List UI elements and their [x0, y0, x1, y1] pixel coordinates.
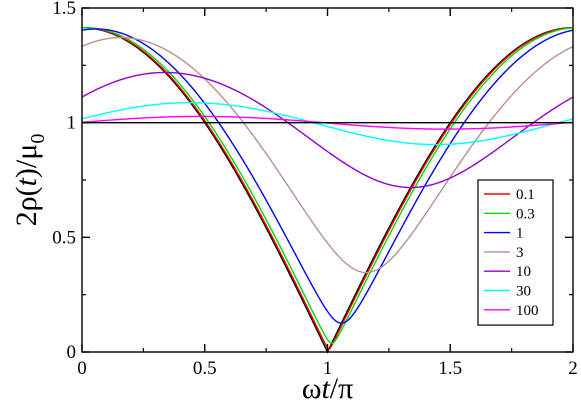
- y-tick-label: 1: [67, 113, 77, 134]
- tick-marks: [81, 7, 574, 353]
- series-line-3: [81, 36, 574, 274]
- y-axis-title: 2ρ(t)/μ0: [10, 134, 49, 227]
- x-tick-label: 1: [323, 358, 333, 379]
- legend-label: 100: [516, 303, 539, 319]
- y-tick-label: 1.5: [52, 0, 76, 19]
- legend-label: 10: [516, 264, 531, 280]
- y-tick-label: 0.5: [52, 227, 76, 248]
- legend-label: 0.3: [516, 206, 535, 222]
- legend-label: 1: [516, 226, 524, 242]
- series-line-0.3: [81, 27, 574, 344]
- legend: 0.1 0.3 1 3 10 30 100: [477, 179, 554, 326]
- x-tick-label: 0: [77, 358, 87, 379]
- curves-layer: [81, 26, 574, 354]
- series-line-30: [81, 101, 574, 146]
- series-line-1: [81, 28, 574, 324]
- legend-label: 30: [516, 284, 531, 300]
- x-axis-title: ωt/π: [302, 372, 354, 405]
- series-line-10: [81, 71, 574, 189]
- legend-label: 3: [516, 245, 524, 261]
- y-tick-label: 0: [67, 342, 77, 363]
- x-tick-label: 2: [568, 358, 578, 379]
- x-tick-label: 1.5: [438, 358, 462, 379]
- tick-labels: 0 0.5 1 1.5 2 0 0.5 1 1.5: [52, 0, 578, 379]
- legend-label: 0.1: [516, 187, 535, 203]
- x-tick-label: 0.5: [193, 358, 217, 379]
